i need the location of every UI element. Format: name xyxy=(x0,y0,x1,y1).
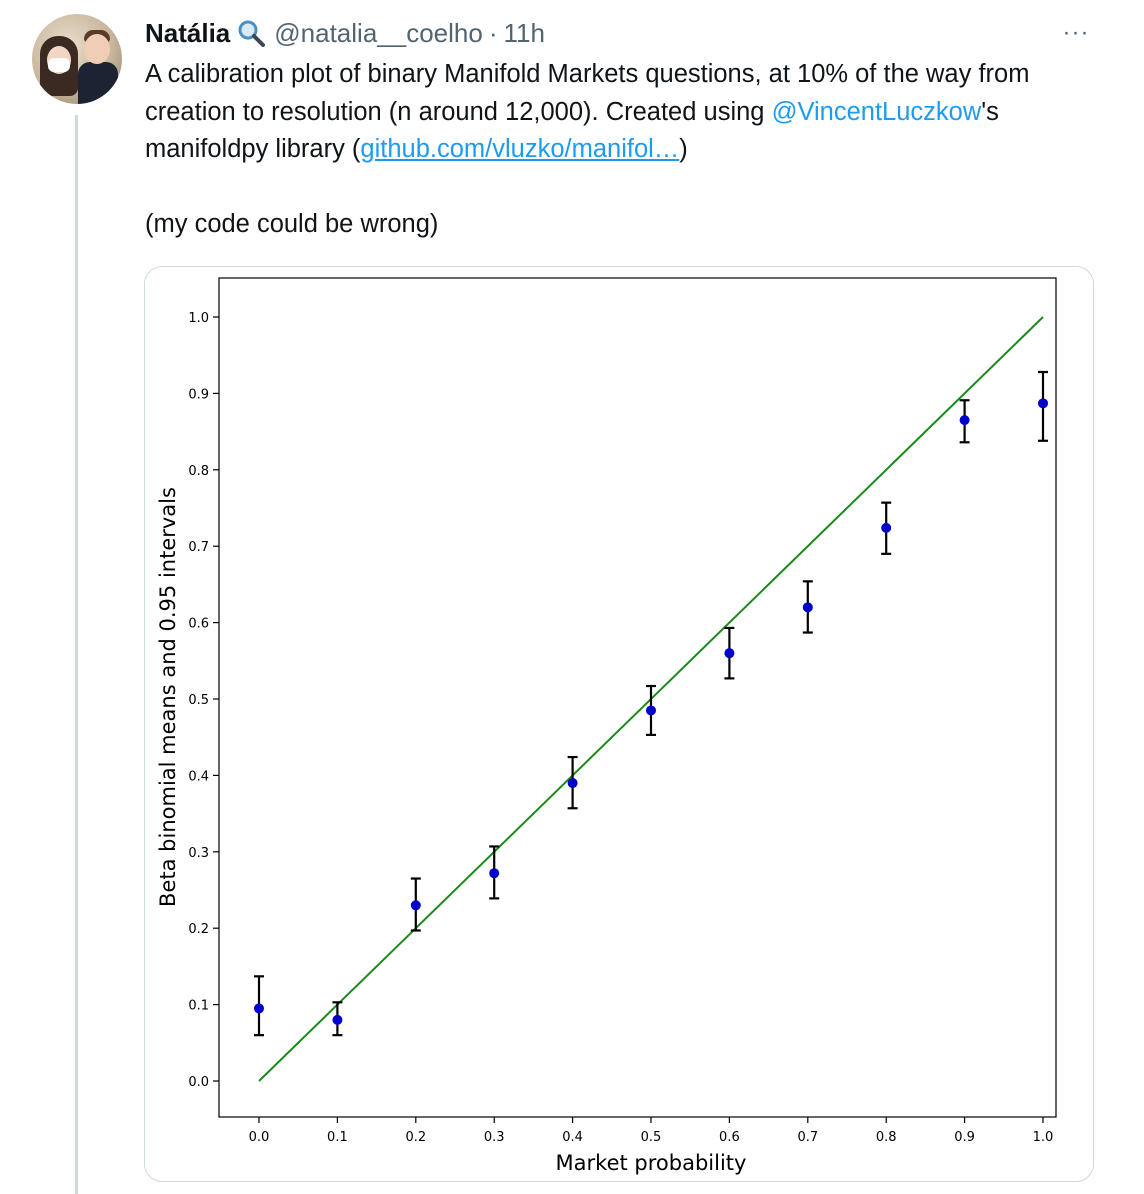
y-tick-label: 0.0 xyxy=(188,1075,209,1090)
x-tick-label: 0.8 xyxy=(876,1130,897,1145)
data-point xyxy=(881,522,892,533)
data-point xyxy=(724,648,735,659)
url-link[interactable]: github.com/vluzko/manifol… xyxy=(360,135,680,163)
x-tick-label: 0.6 xyxy=(719,1130,740,1145)
media-card[interactable]: 0.0 0.1 0.2 0.3 0.4 0.5 0.6 0.7 0.8 0.9 1.0 0.0 0.1… xyxy=(144,266,1094,1182)
y-tick-label: 0.6 xyxy=(188,617,209,632)
y-tick-label: 0.2 xyxy=(188,922,209,937)
x-tick-label: 0.1 xyxy=(327,1130,348,1145)
y-tick-label: 0.3 xyxy=(188,846,209,861)
calibration-chart: 0.0 0.1 0.2 0.3 0.4 0.5 0.6 0.7 0.8 0.9 1.0 0.0 0.1… xyxy=(156,277,1057,1175)
data-point xyxy=(646,705,656,716)
x-tick-label: 0.3 xyxy=(484,1130,505,1145)
x-tick-label: 0.9 xyxy=(954,1130,975,1145)
tweet-text-part: A calibration plot of binary Manifold Ma… xyxy=(145,60,1030,126)
timestamp[interactable]: 11h xyxy=(503,17,545,48)
plot-frame xyxy=(218,277,1057,1118)
tweet-header: Natália @natalia__coelho · 11h xyxy=(145,16,545,50)
x-axis-label: Market probability xyxy=(556,1151,747,1175)
x-tick-label: 0.2 xyxy=(405,1130,426,1145)
tweet-text-part: ) (my code could be wrong) xyxy=(145,135,688,238)
x-tick-label: 0.7 xyxy=(797,1130,818,1145)
data-point xyxy=(802,602,813,613)
y-tick-label: 0.8 xyxy=(188,464,209,479)
x-tick-label: 1.0 xyxy=(1033,1130,1054,1145)
tweet-text: A calibration plot of binary Manifold Ma… xyxy=(145,56,1105,244)
data-point xyxy=(567,778,578,789)
data-point xyxy=(332,1014,343,1025)
data-point xyxy=(410,900,421,911)
more-options-icon[interactable]: ··· xyxy=(1062,19,1090,46)
x-tick-label: 0.0 xyxy=(249,1130,270,1145)
thread-line xyxy=(75,115,78,1194)
y-tick-label: 0.7 xyxy=(188,540,209,555)
y-axis-label: Beta binomial means and 0.95 intervals xyxy=(156,487,180,907)
y-tick-label: 1.0 xyxy=(188,311,209,326)
y-tick-label: 0.4 xyxy=(188,769,209,784)
tweet-text-part: 's manifoldpy library ( xyxy=(145,97,999,164)
x-tick-label: 0.4 xyxy=(562,1130,583,1145)
separator: · xyxy=(488,17,498,48)
data-point xyxy=(959,415,970,426)
y-tick-label: 0.5 xyxy=(188,693,209,708)
data-point xyxy=(254,1003,264,1014)
display-name[interactable]: Natália xyxy=(145,17,231,48)
data-point xyxy=(1038,398,1048,409)
y-tick-label: 0.9 xyxy=(188,387,209,402)
x-tick-label: 0.5 xyxy=(641,1130,662,1145)
y-tick-label: 0.1 xyxy=(188,999,209,1014)
user-handle[interactable]: @natalia__coelho xyxy=(274,17,483,48)
magnifying-glass-icon xyxy=(236,18,266,48)
data-point xyxy=(489,868,500,879)
avatar[interactable] xyxy=(32,14,122,104)
mention-link[interactable]: @VincentLuczkow xyxy=(771,97,982,126)
